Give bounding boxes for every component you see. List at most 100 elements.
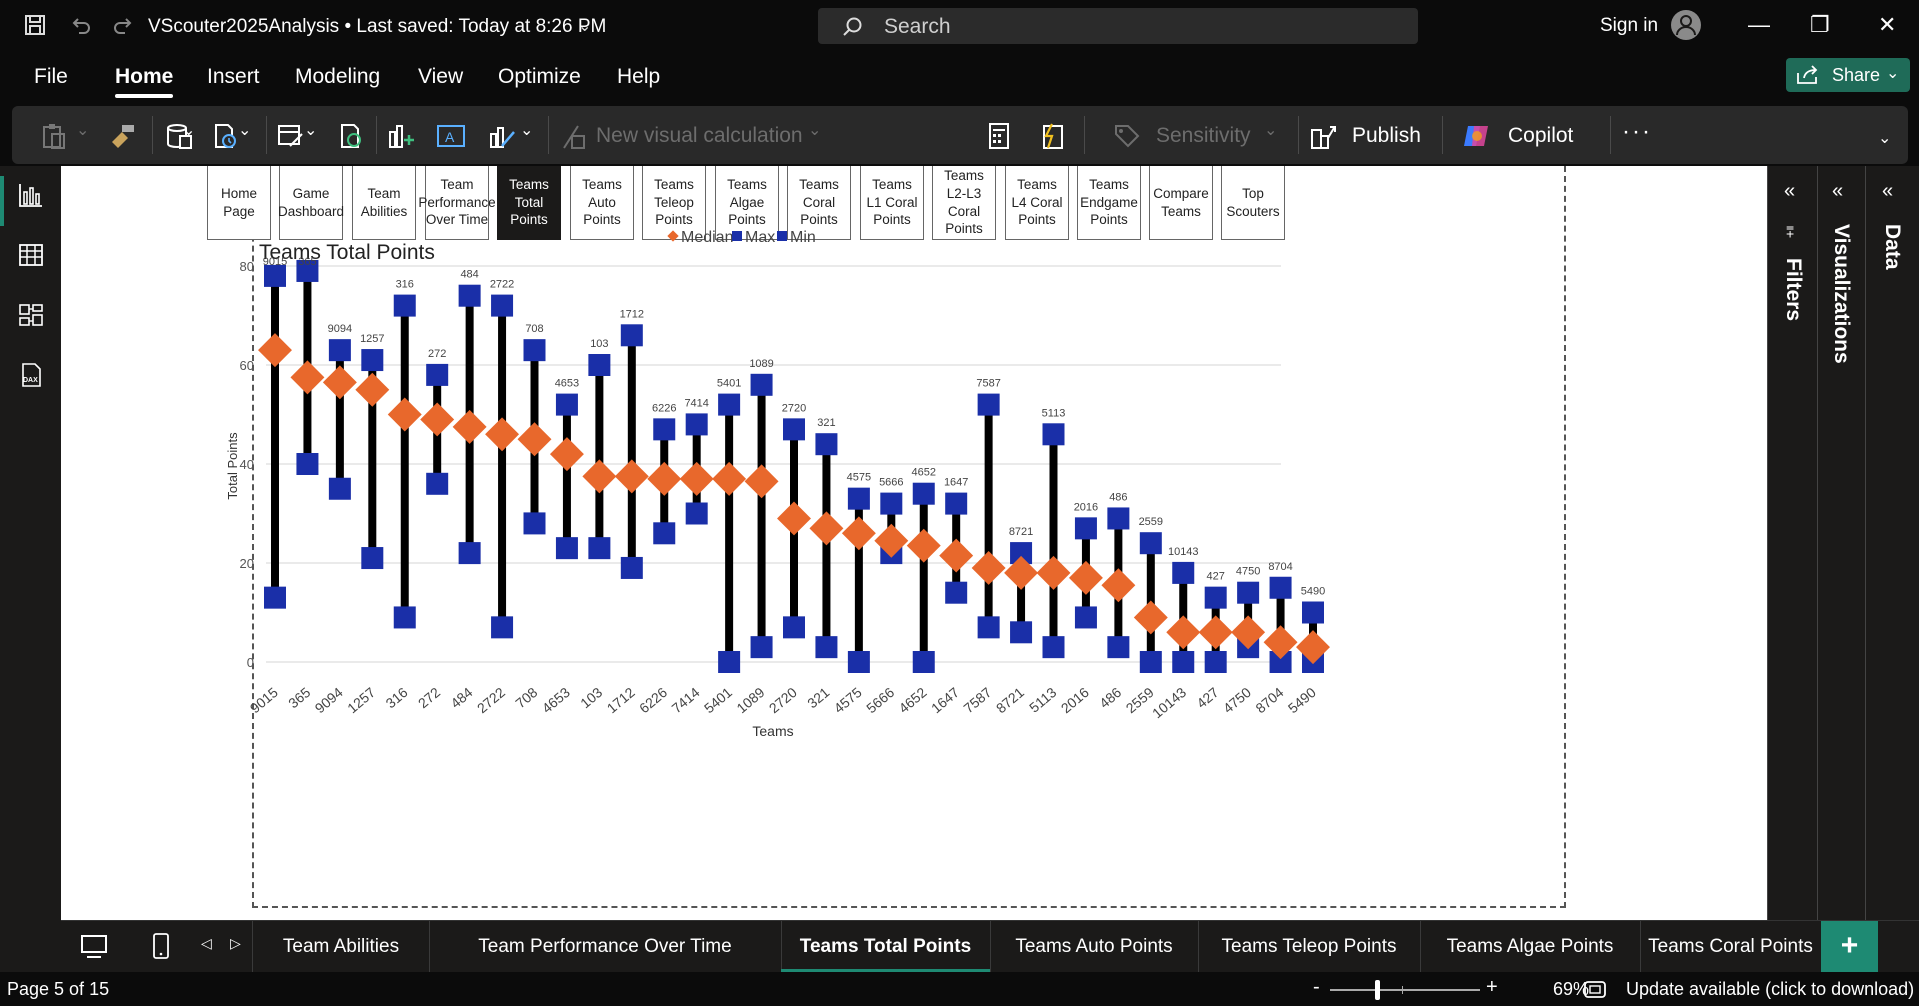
page-tab-team-abilities[interactable]: Team Abilities bbox=[253, 921, 430, 973]
min-marker bbox=[1172, 651, 1195, 673]
visualizations-pane[interactable]: « Visualizations bbox=[1817, 166, 1866, 920]
chevron-down-icon[interactable]: ⌄ bbox=[578, 18, 592, 35]
minimize-icon[interactable]: — bbox=[1748, 12, 1770, 37]
median-marker bbox=[712, 461, 747, 496]
max-marker bbox=[1107, 507, 1130, 530]
file-title[interactable]: VScouter2025Analysis • Last saved: Today… bbox=[148, 16, 607, 37]
nav-button-teams-coral-points[interactable]: Teams Coral Points bbox=[787, 166, 851, 240]
filters-label[interactable]: Filters bbox=[1782, 258, 1805, 322]
chevron-down-icon[interactable]: ⌄ bbox=[76, 122, 90, 139]
nav-button-teams-l1-coral-points[interactable]: Teams L1 Coral Points bbox=[860, 166, 924, 240]
collapse-visualizations-icon[interactable]: « bbox=[1832, 180, 1844, 202]
x-tick-label: 7587 bbox=[960, 684, 994, 716]
mobile-layout-icon[interactable] bbox=[153, 933, 169, 959]
table-view-icon[interactable] bbox=[18, 242, 44, 268]
nav-button-game-dashboard[interactable]: Game Dashboard bbox=[278, 166, 344, 240]
report-view-icon[interactable] bbox=[18, 182, 44, 208]
collapse-filters-icon[interactable]: « bbox=[1784, 180, 1796, 202]
more-visuals-icon[interactable] bbox=[488, 122, 518, 150]
nav-button-team-performance-over-time[interactable]: Team Performance Over Time bbox=[418, 166, 496, 240]
refresh-icon[interactable] bbox=[336, 122, 366, 150]
calculator-icon[interactable] bbox=[984, 122, 1014, 150]
scroll-tabs-right-icon[interactable]: ▷ bbox=[230, 935, 241, 951]
data-pane[interactable]: « Data bbox=[1865, 166, 1919, 920]
chevron-down-icon[interactable]: ⌄ bbox=[304, 122, 318, 139]
chevron-down-icon[interactable]: ⌄ bbox=[238, 122, 252, 139]
publish-icon[interactable] bbox=[1308, 122, 1338, 150]
text-box-icon[interactable]: A bbox=[436, 122, 466, 150]
menu-modeling[interactable]: Modeling bbox=[295, 65, 381, 88]
nav-button-teams-total-points[interactable]: Teams Total Points bbox=[497, 166, 561, 240]
zoom-out-button[interactable]: - bbox=[1313, 976, 1320, 998]
recent-sources-icon[interactable] bbox=[210, 122, 240, 150]
filters-pane[interactable]: « ⩱ Filters bbox=[1767, 166, 1818, 920]
menu-help[interactable]: Help bbox=[617, 65, 661, 88]
save-icon[interactable] bbox=[24, 14, 46, 42]
dax-query-view-icon[interactable]: DAX bbox=[18, 362, 44, 388]
scroll-tabs-left-icon[interactable]: ◁ bbox=[201, 935, 212, 951]
chevron-down-icon[interactable]: ⌄ bbox=[1878, 130, 1892, 147]
add-page-button[interactable]: + bbox=[1821, 921, 1878, 973]
active-tab-indicator bbox=[781, 969, 990, 973]
update-available-link[interactable]: Update available (click to download) bbox=[1626, 979, 1915, 999]
copilot-button[interactable]: Copilot bbox=[1508, 124, 1574, 147]
menu-optimize[interactable]: Optimize bbox=[498, 65, 581, 88]
median-marker bbox=[1068, 560, 1103, 595]
more-options-icon[interactable]: ··· bbox=[1622, 118, 1652, 145]
model-view-icon[interactable] bbox=[18, 302, 44, 328]
x-tick-label: 5666 bbox=[863, 684, 897, 716]
get-data-icon[interactable] bbox=[164, 122, 194, 150]
menu-insert[interactable]: Insert bbox=[207, 65, 260, 88]
page-tab-teams-auto-points[interactable]: Teams Auto Points bbox=[990, 921, 1199, 973]
quick-measure-icon[interactable] bbox=[1038, 122, 1068, 150]
paste-icon[interactable] bbox=[40, 122, 70, 150]
page-tab-teams-algae-points[interactable]: Teams Algae Points bbox=[1420, 921, 1641, 973]
menu-view[interactable]: View bbox=[418, 65, 464, 88]
zoom-slider-thumb[interactable] bbox=[1375, 980, 1381, 1000]
desktop-layout-icon[interactable] bbox=[81, 935, 107, 959]
menu-bar: File Home Insert Modeling View Optimize … bbox=[0, 56, 1919, 104]
publish-button[interactable]: Publish bbox=[1352, 124, 1421, 147]
nav-button-team-abilities[interactable]: Team Abilities bbox=[352, 166, 416, 240]
data-label[interactable]: Data bbox=[1881, 224, 1904, 270]
nav-button-home-page[interactable]: Home Page bbox=[207, 166, 271, 240]
transform-data-icon[interactable] bbox=[276, 122, 306, 150]
nav-button-teams-l2-l3-coral-points[interactable]: Teams L2-L3 Coral Points bbox=[932, 166, 996, 240]
share-button[interactable]: Share ⌄ bbox=[1786, 58, 1910, 92]
redo-icon[interactable] bbox=[112, 14, 134, 42]
max-marker bbox=[718, 393, 741, 416]
visualizations-label[interactable]: Visualizations bbox=[1830, 224, 1853, 364]
collapse-data-icon[interactable]: « bbox=[1882, 180, 1894, 202]
chevron-down-icon[interactable]: ⌄ bbox=[182, 122, 196, 139]
zoom-in-button[interactable]: + bbox=[1486, 976, 1498, 998]
search-box[interactable]: Search bbox=[818, 8, 1418, 44]
page-tab-teams-coral-points[interactable]: Teams Coral Points bbox=[1648, 936, 1813, 957]
sign-in-link[interactable]: Sign in bbox=[1600, 15, 1659, 36]
max-marker bbox=[555, 393, 578, 416]
chevron-down-icon[interactable]: ⌄ bbox=[520, 122, 534, 139]
zoom-percentage[interactable]: 69% bbox=[1553, 979, 1590, 999]
page-tab-teams-teleop-points[interactable]: Teams Teleop Points bbox=[1198, 921, 1421, 973]
nav-button-teams-auto-points[interactable]: Teams Auto Points bbox=[570, 166, 634, 240]
fit-to-page-icon[interactable] bbox=[1584, 981, 1606, 998]
close-icon[interactable]: ✕ bbox=[1878, 12, 1897, 37]
format-painter-icon[interactable] bbox=[108, 122, 138, 150]
menu-home[interactable]: Home bbox=[115, 65, 174, 88]
nav-button-teams-algae-points[interactable]: Teams Algae Points bbox=[715, 166, 779, 240]
zoom-slider[interactable] bbox=[1330, 989, 1480, 991]
undo-icon[interactable] bbox=[70, 14, 92, 42]
new-visual-icon[interactable] bbox=[386, 122, 416, 150]
nav-button-compare-teams[interactable]: Compare Teams bbox=[1149, 166, 1213, 240]
nav-button-top-scouters[interactable]: Top Scouters bbox=[1221, 166, 1285, 240]
restore-icon[interactable]: ❐ bbox=[1810, 12, 1830, 37]
max-marker bbox=[750, 373, 773, 396]
menu-file[interactable]: File bbox=[34, 65, 68, 88]
nav-button-teams-endgame-points[interactable]: Teams Endgame Points bbox=[1077, 166, 1141, 240]
page-tab-team-performance-over-time[interactable]: Team Performance Over Time bbox=[429, 921, 782, 973]
copilot-icon[interactable] bbox=[1462, 122, 1492, 150]
avatar[interactable] bbox=[1671, 10, 1701, 40]
page-tab-teams-total-points[interactable]: Teams Total Points bbox=[781, 921, 991, 973]
nav-button-teams-l4-coral-points[interactable]: Teams L4 Coral Points bbox=[1005, 166, 1069, 240]
active-view-indicator bbox=[0, 176, 4, 226]
median-marker bbox=[452, 409, 487, 444]
